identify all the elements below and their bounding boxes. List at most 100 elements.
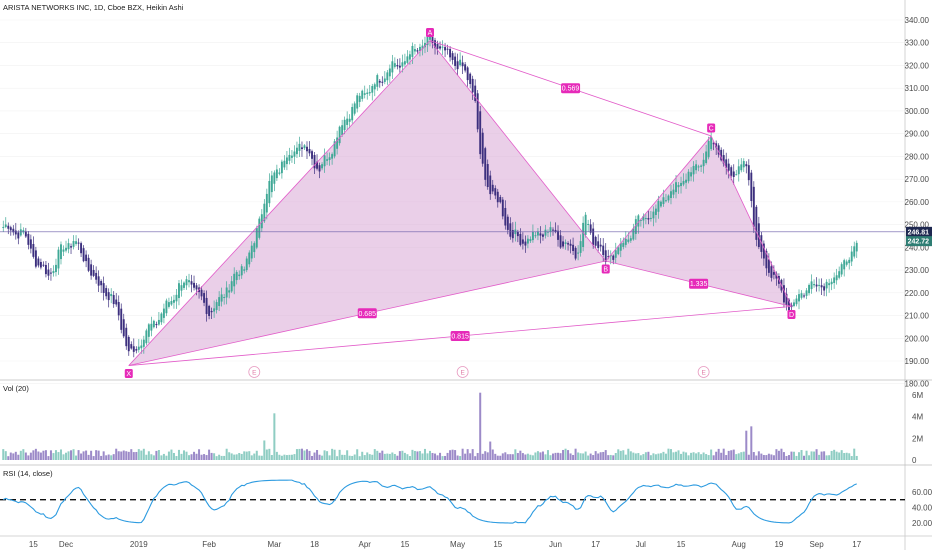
volume-bar <box>70 450 73 460</box>
candle-body <box>677 184 680 188</box>
candle-body <box>604 250 607 262</box>
candle-body <box>285 157 288 165</box>
volume-bar <box>486 452 489 460</box>
earnings-marker-label: E <box>252 370 257 377</box>
candle-body <box>692 165 695 175</box>
candle-body <box>371 86 374 93</box>
volume-bar <box>617 449 620 460</box>
time-axis[interactable]: 15 Dec 2019 Feb Mar 18 Apr 15 May 15 Jun 17 Jul 15 Aug… <box>29 540 862 549</box>
rsi-pane-title: RSI (14, close) <box>3 469 53 478</box>
volume-bar <box>557 452 560 460</box>
candle-body <box>439 46 441 49</box>
candle-body <box>695 164 698 171</box>
time-tick-label: Apr <box>359 540 372 549</box>
candle-body <box>835 275 838 281</box>
price-tick-label: 310.00 <box>905 84 930 93</box>
price-axis[interactable]: 340.00 330.00 320.00 310.00 300.00 290.00 280.… <box>905 16 932 389</box>
volume-bar <box>122 450 125 460</box>
candle-body <box>117 302 120 316</box>
volume-bar <box>820 451 823 460</box>
candle-body <box>34 250 37 267</box>
candle-body <box>557 230 559 240</box>
volume-bar <box>12 453 15 460</box>
volume-bar <box>215 456 218 460</box>
candle-body <box>203 293 206 303</box>
candle-body <box>665 200 667 202</box>
candle-body <box>19 229 22 236</box>
time-tick-label: Jun <box>549 540 562 549</box>
volume-bar <box>283 454 286 460</box>
volume-bar <box>680 453 683 460</box>
candle-body <box>233 273 236 287</box>
candle-body <box>366 92 369 95</box>
volume-bar <box>130 449 133 460</box>
candle-body <box>373 84 376 90</box>
volume-bar <box>717 448 720 460</box>
volume-bar <box>619 450 622 460</box>
volume-bar <box>810 451 813 460</box>
candle-body <box>100 280 103 286</box>
candle-body <box>431 37 434 44</box>
candle-body <box>725 159 728 168</box>
volume-bar <box>795 455 798 460</box>
candle-body <box>531 231 534 241</box>
time-tick-label: Feb <box>202 540 216 549</box>
candle-body <box>659 201 662 207</box>
candle-body <box>597 241 600 249</box>
volume-bar <box>529 454 532 460</box>
volume-bar <box>255 450 258 460</box>
volume-bar <box>290 454 293 460</box>
volume-bar <box>300 448 303 460</box>
volume-bar <box>587 455 590 460</box>
time-tick-label: 19 <box>774 540 783 549</box>
volume-bar <box>408 456 411 460</box>
candle-body <box>376 75 379 87</box>
candle-body <box>213 308 216 312</box>
candle-body <box>544 229 547 236</box>
pattern-triangle-xab <box>128 40 606 366</box>
volume-bar <box>182 450 185 460</box>
candle-body <box>820 285 823 288</box>
candle-body <box>446 48 449 50</box>
volume-bar <box>637 453 640 460</box>
volume-bar <box>356 449 359 460</box>
volume-bar <box>479 392 482 460</box>
candle-body <box>351 107 354 121</box>
candle-body <box>441 46 444 48</box>
candle-body <box>755 206 758 240</box>
candle-body <box>29 239 32 249</box>
candle-body <box>208 305 211 316</box>
rsi-polyline <box>2 479 857 524</box>
pattern-fill <box>128 40 792 366</box>
volume-bar <box>456 455 459 460</box>
volume-bar <box>690 452 693 460</box>
candle-body <box>44 264 47 275</box>
volume-bar <box>614 453 617 460</box>
candle-body <box>476 93 479 130</box>
volume-bar <box>260 455 263 460</box>
candle-body <box>825 281 828 289</box>
candle-body <box>609 255 612 257</box>
volume-bar <box>386 453 389 460</box>
price-tick-label: 260.00 <box>905 198 930 207</box>
candle-body <box>554 229 557 232</box>
pattern-point-badge <box>124 369 133 379</box>
volume-bar <box>715 451 718 460</box>
candle-body <box>238 274 241 277</box>
volume-bar <box>431 452 434 460</box>
candle-body <box>348 118 351 122</box>
volume-bar <box>808 455 811 460</box>
volume-bar <box>642 454 645 460</box>
price-tick-label: 330.00 <box>905 39 930 48</box>
volume-bar <box>554 452 557 460</box>
candle-body <box>421 45 424 49</box>
candle-body <box>451 53 454 60</box>
volume-bar <box>803 455 806 460</box>
volume-bar <box>800 450 803 460</box>
candle-body <box>795 298 798 305</box>
volume-bar <box>785 456 788 460</box>
candle-body <box>22 230 25 233</box>
candle-body <box>649 217 652 219</box>
candle-body <box>72 241 75 247</box>
